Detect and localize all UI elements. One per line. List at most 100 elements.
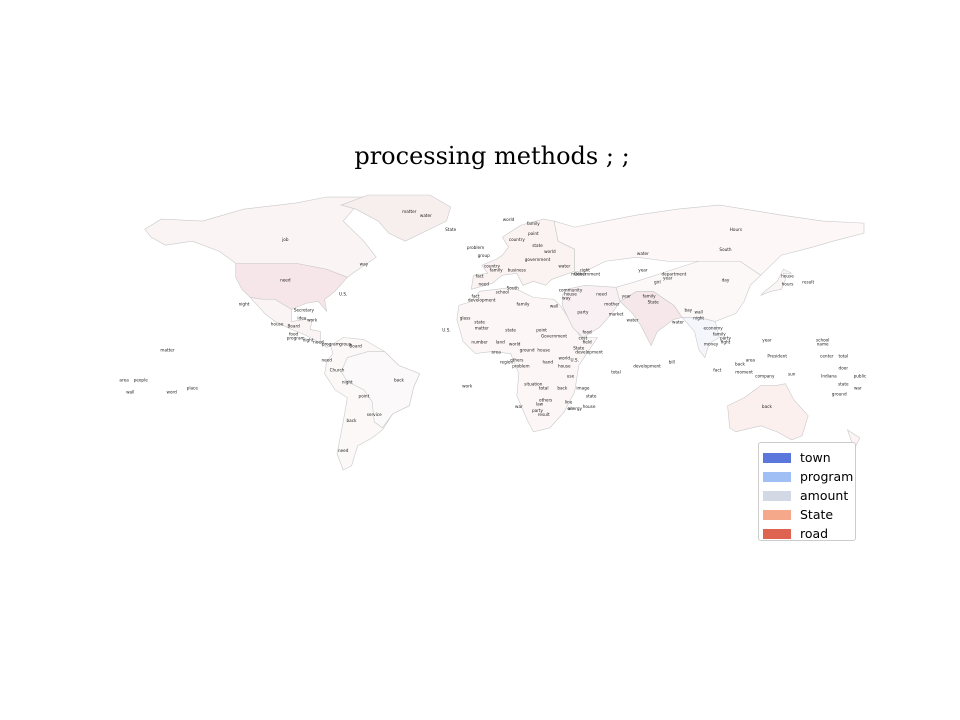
region-label: department bbox=[662, 271, 687, 276]
region-label: world bbox=[509, 342, 521, 347]
region-japan bbox=[760, 268, 792, 296]
region-label: program bbox=[322, 342, 340, 347]
region-label: mother bbox=[604, 301, 620, 306]
region-label: family bbox=[517, 301, 530, 306]
region-asia bbox=[615, 260, 762, 322]
region-label: point bbox=[359, 394, 370, 399]
region-label: need bbox=[596, 291, 607, 296]
region-label: wall bbox=[550, 303, 558, 308]
region-label: door bbox=[839, 366, 849, 371]
legend-label: State bbox=[800, 507, 834, 522]
legend-label: town bbox=[800, 450, 831, 465]
region-label: glass bbox=[460, 315, 471, 320]
region-label: U.S. bbox=[339, 291, 347, 296]
region-label: party bbox=[532, 408, 544, 413]
region-label: group bbox=[339, 342, 352, 347]
region-label: state bbox=[586, 394, 597, 399]
region-label: total bbox=[611, 370, 621, 375]
region-label: result bbox=[538, 412, 550, 417]
region-label: matter bbox=[402, 209, 417, 214]
region-label: house bbox=[558, 364, 571, 369]
region-label: family bbox=[713, 332, 726, 337]
region-label: state bbox=[505, 328, 516, 333]
land-layer bbox=[144, 194, 865, 471]
region-label: image bbox=[576, 386, 589, 391]
region-label: sun bbox=[788, 372, 796, 377]
legend: town program amount State road bbox=[758, 442, 856, 541]
region-label: South bbox=[507, 285, 520, 290]
region-label: U.S. bbox=[571, 358, 579, 363]
region-label: problem bbox=[467, 245, 484, 250]
region-label: water bbox=[672, 320, 684, 325]
region-label: party bbox=[577, 309, 589, 314]
region-label: night bbox=[342, 380, 353, 385]
region-label: market bbox=[609, 311, 624, 316]
region-label: fact bbox=[713, 368, 721, 373]
region-label: field bbox=[583, 340, 592, 345]
region-central-america bbox=[249, 296, 332, 348]
region-label: point bbox=[528, 231, 539, 236]
region-label: day bbox=[722, 277, 730, 282]
region-label: fact bbox=[472, 293, 480, 298]
region-label: war bbox=[515, 404, 523, 409]
region-label: year bbox=[638, 267, 648, 272]
region-label: need bbox=[478, 281, 489, 286]
region-label: development bbox=[575, 350, 603, 355]
region-label: place bbox=[187, 386, 199, 391]
region-label: State bbox=[445, 227, 457, 232]
region-label: need bbox=[338, 448, 349, 453]
legend-label: amount bbox=[800, 488, 849, 503]
region-label: development bbox=[468, 297, 496, 302]
region-label: bay bbox=[684, 307, 692, 312]
region-label: school bbox=[496, 289, 509, 294]
legend-swatch bbox=[763, 471, 791, 482]
region-label: back bbox=[347, 418, 358, 423]
region-label: world bbox=[544, 249, 556, 254]
region-label: economy bbox=[703, 326, 723, 331]
region-label: Indiana bbox=[821, 374, 837, 379]
legend-item-town: town bbox=[763, 448, 855, 467]
region-label: job bbox=[281, 237, 289, 242]
region-label: company bbox=[755, 374, 775, 379]
region-label: war bbox=[854, 386, 862, 391]
region-label: country bbox=[484, 263, 501, 268]
legend-label: program bbox=[800, 469, 854, 484]
region-label: food bbox=[582, 330, 592, 335]
region-label: back bbox=[394, 378, 405, 383]
region-label: area bbox=[491, 350, 501, 355]
region-label: family bbox=[643, 293, 656, 298]
region-label: water bbox=[637, 251, 649, 256]
region-label: Secretary bbox=[294, 307, 315, 312]
legend-swatch bbox=[763, 452, 791, 463]
region-label: house bbox=[537, 348, 550, 353]
region-label: wall bbox=[695, 309, 703, 314]
region-label: water bbox=[420, 213, 432, 218]
region-label: service bbox=[367, 412, 382, 417]
legend-item-amount: amount bbox=[763, 486, 855, 505]
legend-item-road: road bbox=[763, 524, 855, 543]
region-label: Hours bbox=[730, 227, 742, 232]
region-label: group bbox=[478, 253, 491, 258]
legend-swatch bbox=[763, 528, 791, 539]
region-label: matter bbox=[475, 326, 490, 331]
region-label: moment bbox=[735, 370, 753, 375]
region-label: land bbox=[496, 340, 505, 345]
region-label: money bbox=[704, 342, 719, 347]
region-label: night bbox=[693, 315, 704, 320]
region-label: development bbox=[633, 364, 661, 369]
region-label: world bbox=[503, 217, 515, 222]
region-label: family bbox=[490, 267, 503, 272]
region-united-states bbox=[235, 262, 348, 313]
region-label: people bbox=[134, 378, 149, 383]
region-label: need bbox=[280, 277, 291, 282]
region-label: Government bbox=[574, 271, 600, 276]
region-label: bill bbox=[669, 360, 675, 365]
region-label: point bbox=[536, 328, 547, 333]
region-label: state bbox=[474, 320, 485, 325]
region-label: year bbox=[762, 338, 772, 343]
region-label: girl bbox=[654, 279, 661, 284]
legend-swatch bbox=[763, 490, 791, 501]
region-label: world bbox=[559, 356, 571, 361]
